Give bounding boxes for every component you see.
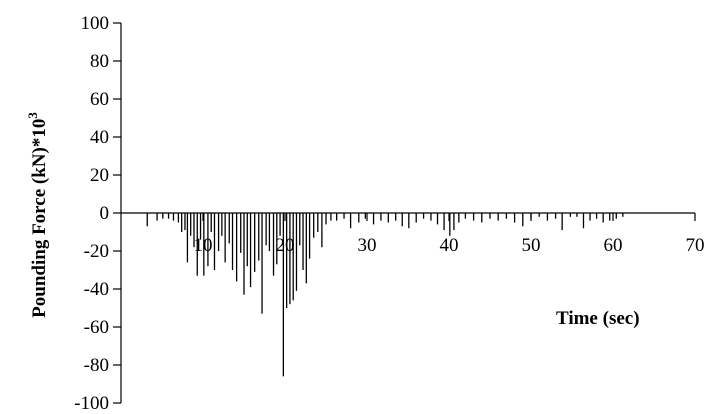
x-axis-title: Time (sec) — [556, 308, 640, 329]
x-tick-label: 10 — [194, 235, 213, 256]
y-axis-title-superscript: 3 — [25, 112, 40, 119]
y-tick-label: -60 — [84, 317, 109, 338]
y-tick-label: 20 — [90, 165, 109, 186]
y-axis-title-main: Pounding Force (kN)*10 — [29, 119, 50, 318]
data-series — [146, 213, 624, 377]
x-tick-label: 40 — [440, 235, 459, 256]
y-tick-label: 80 — [90, 51, 109, 72]
x-tick-label: 70 — [686, 235, 705, 256]
y-tick-label: 100 — [81, 13, 110, 34]
x-tick-label: 60 — [604, 235, 623, 256]
y-tick-label: 40 — [90, 127, 109, 148]
y-tick-label: 60 — [90, 89, 109, 110]
x-tick-label: 50 — [522, 235, 541, 256]
x-tick-label: 20 — [276, 235, 295, 256]
y-tick-label: -20 — [84, 241, 109, 262]
y-tick-label: -80 — [84, 355, 109, 376]
x-tick-label: 30 — [358, 235, 377, 256]
y-axis-title: Pounding Force (kN)*103 — [25, 112, 50, 318]
y-tick-label: -40 — [84, 279, 109, 300]
y-tick-label: -100 — [74, 393, 109, 414]
y-axis: 100 80 60 40 20 0 -20 -40 -60 -80 -100 — [74, 13, 122, 414]
y-tick-label: 0 — [100, 203, 110, 224]
